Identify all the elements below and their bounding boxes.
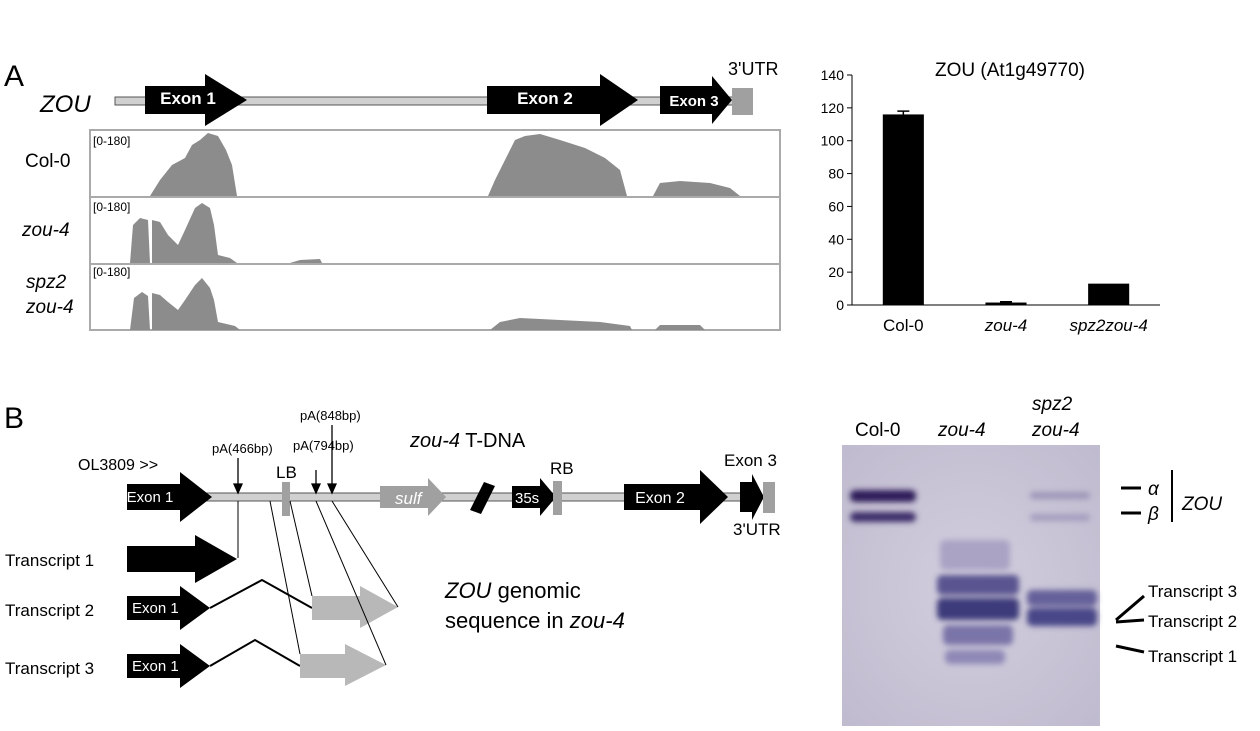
exon — [624, 470, 728, 524]
bar — [1088, 283, 1130, 305]
band-label: Transcript 3 — [1148, 582, 1237, 601]
utr — [763, 482, 775, 513]
lb-label: LB — [276, 463, 297, 482]
x-tick-label: Col-0 — [883, 316, 924, 335]
panel-label: A — [4, 60, 24, 93]
transcript-label: Transcript 1 — [5, 551, 94, 570]
coverage — [130, 133, 740, 330]
connectors — [269, 500, 399, 666]
y-tick-label: 80 — [828, 166, 844, 182]
exon-label: Exon 2 — [635, 490, 685, 507]
break-mark — [470, 482, 495, 514]
pa-label: pA(848bp) — [300, 408, 361, 423]
band-label: Transcript 2 — [1148, 612, 1237, 631]
lane-label: zou-4 — [1031, 420, 1080, 441]
rb-label: RB — [550, 459, 574, 478]
track-label: spz2 — [26, 272, 67, 293]
caption: sequence in zou-4 — [445, 608, 625, 633]
pa-label: pA(466bp) — [212, 441, 273, 456]
exon-label: Exon 2 — [517, 89, 573, 108]
sulf-label: sulf — [395, 489, 424, 508]
y-tick-label: 60 — [828, 198, 844, 214]
error-bar — [1000, 300, 1012, 305]
exon — [660, 76, 732, 124]
transcript-label: Transcript 3 — [5, 659, 94, 678]
tdna-text: T-DNA — [465, 430, 526, 452]
transcript — [127, 586, 210, 630]
caption-text: sequence in — [445, 608, 564, 633]
rb-box — [553, 481, 562, 515]
lane-label: Col-0 — [855, 420, 900, 441]
y-tick-label: 40 — [828, 231, 844, 247]
x-tick-label: zou-4 — [984, 316, 1028, 335]
y-tick-label: 140 — [821, 67, 845, 83]
gene-name: ZOU — [39, 91, 91, 118]
track-range: [0-180] — [93, 265, 130, 279]
exon-label: Exon 1 — [132, 658, 179, 675]
caption-text: genomic — [498, 578, 581, 603]
track-range: [0-180] — [93, 134, 130, 148]
promoter-label: 35s — [515, 490, 539, 507]
y-tick-label: 20 — [828, 264, 844, 280]
transcript — [312, 586, 398, 628]
track-label: Col-0 — [25, 151, 70, 172]
band-markers — [1115, 470, 1173, 654]
chart-title: ZOU (At1g49770) — [935, 60, 1085, 81]
band-label: α — [1148, 479, 1160, 500]
caption: ZOU genomic — [444, 578, 581, 603]
caption-gene: ZOU — [444, 578, 492, 603]
panel-label: B — [4, 402, 24, 435]
promoter-arrow — [512, 478, 556, 516]
exon-label: Exon 1 — [132, 600, 179, 617]
exon-label: Exon 3 — [724, 451, 777, 470]
transcript-label: Transcript 2 — [5, 601, 94, 620]
utr-label: 3'UTR — [728, 59, 778, 79]
track-label: zou-4 — [21, 220, 70, 241]
track-label: zou-4 — [25, 297, 74, 318]
pa-arrows — [232, 425, 338, 495]
utr-label: 3'UTR — [733, 520, 781, 539]
y-tick-label: 100 — [821, 133, 845, 149]
splice — [209, 638, 301, 667]
gene-label: ZOU — [1181, 494, 1222, 515]
error-bar — [897, 110, 910, 119]
exon — [487, 74, 638, 126]
transcript — [300, 644, 386, 686]
sulf-arrow — [380, 478, 446, 516]
x-tick-label: spz2zou-4 — [1069, 316, 1147, 335]
pa-label: pA(794bp) — [293, 438, 354, 453]
bar — [882, 114, 924, 305]
primer-label: OL3809 >> — [78, 457, 158, 474]
exon-label: Exon 3 — [669, 93, 718, 110]
band-label: β — [1147, 504, 1159, 525]
exon — [740, 474, 764, 520]
bar-chart: ZOU (At1g49770) 0 20 40 60 80 100 120 140 Col-0 z… — [821, 60, 1160, 335]
splice — [209, 578, 313, 609]
transcript — [127, 644, 210, 688]
track-box — [89, 129, 781, 331]
exon — [145, 74, 247, 126]
transcript — [127, 535, 237, 583]
exon — [127, 472, 212, 522]
exon-label: Exon 1 — [127, 489, 174, 506]
lane-label: spz2 — [1032, 394, 1073, 415]
tdna-label: zou-4 T-DNA — [409, 430, 526, 452]
y-tick-label: 120 — [821, 100, 845, 116]
exon-label: Exon 1 — [160, 89, 216, 108]
lane-label: zou-4 — [937, 420, 986, 441]
lb-box — [282, 482, 290, 516]
band-label: Transcript 1 — [1148, 647, 1237, 666]
y-tick-label: 0 — [836, 297, 844, 313]
tdna-gene: zou-4 — [409, 430, 460, 452]
gel-bands — [850, 490, 1097, 664]
track-range: [0-180] — [93, 200, 130, 214]
caption-allele: zou-4 — [569, 608, 625, 633]
utr — [732, 88, 753, 115]
